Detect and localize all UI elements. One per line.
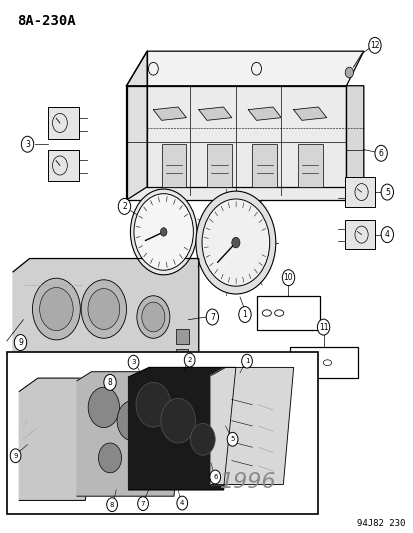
Polygon shape (153, 107, 186, 120)
Polygon shape (211, 368, 293, 484)
Text: 11: 11 (318, 322, 328, 332)
Polygon shape (198, 107, 231, 120)
Circle shape (202, 199, 269, 286)
Bar (48, 107, 79, 139)
Text: 8A-230A: 8A-230A (17, 14, 76, 28)
Circle shape (190, 423, 215, 455)
Text: 1: 1 (242, 310, 247, 319)
Bar (344, 220, 374, 249)
Circle shape (88, 387, 119, 427)
Polygon shape (126, 51, 147, 200)
Text: 8: 8 (109, 502, 114, 507)
Circle shape (176, 496, 187, 510)
Circle shape (184, 353, 195, 367)
Text: 7: 7 (140, 500, 145, 506)
Circle shape (14, 335, 26, 351)
Circle shape (88, 288, 119, 329)
Text: 2: 2 (187, 357, 191, 363)
Circle shape (282, 270, 294, 286)
Text: 3: 3 (25, 140, 30, 149)
Circle shape (104, 374, 116, 390)
Text: 1: 1 (244, 358, 249, 364)
Circle shape (138, 497, 148, 511)
Bar (176, 329, 189, 344)
Circle shape (209, 470, 220, 484)
Circle shape (130, 189, 197, 275)
Text: 2: 2 (122, 202, 126, 211)
Circle shape (137, 296, 169, 338)
Circle shape (40, 287, 73, 330)
Circle shape (317, 319, 329, 335)
Bar (289, 348, 357, 378)
Circle shape (206, 309, 218, 325)
Text: 5: 5 (230, 437, 234, 442)
Circle shape (238, 306, 251, 322)
Text: 12: 12 (369, 41, 379, 50)
Circle shape (117, 400, 148, 441)
Text: 6: 6 (378, 149, 382, 158)
Circle shape (107, 498, 117, 512)
Polygon shape (77, 372, 184, 496)
Bar (176, 349, 187, 360)
Circle shape (136, 382, 170, 427)
Text: 3: 3 (131, 359, 135, 365)
Circle shape (380, 227, 392, 243)
Polygon shape (126, 51, 363, 86)
Circle shape (10, 449, 21, 463)
Circle shape (81, 280, 126, 338)
Circle shape (160, 228, 166, 236)
Circle shape (231, 237, 240, 248)
Text: 6: 6 (212, 474, 217, 480)
Circle shape (368, 37, 380, 53)
Circle shape (118, 198, 131, 214)
Text: 9: 9 (18, 338, 23, 347)
Circle shape (98, 443, 121, 473)
Bar (297, 144, 322, 187)
Bar (252, 144, 276, 187)
Circle shape (32, 278, 80, 340)
Polygon shape (346, 86, 363, 200)
Text: 7: 7 (209, 312, 214, 321)
Circle shape (128, 356, 139, 369)
Circle shape (241, 354, 252, 368)
Circle shape (195, 191, 275, 294)
Text: 10: 10 (283, 273, 292, 282)
Bar (206, 144, 231, 187)
Text: 8: 8 (107, 378, 112, 387)
Bar (7, 352, 318, 514)
Bar (256, 296, 320, 330)
Circle shape (344, 67, 353, 78)
Bar (48, 150, 79, 181)
Polygon shape (13, 259, 198, 365)
Polygon shape (248, 107, 280, 120)
Circle shape (21, 136, 33, 152)
Bar (161, 144, 186, 187)
Text: 94J82 230: 94J82 230 (356, 519, 404, 528)
Text: 9: 9 (13, 453, 18, 459)
Polygon shape (128, 368, 235, 490)
Circle shape (160, 398, 195, 443)
Polygon shape (293, 107, 326, 120)
Circle shape (380, 184, 392, 200)
Text: 4: 4 (384, 230, 389, 239)
Circle shape (227, 432, 237, 446)
Polygon shape (126, 86, 346, 200)
Text: 4: 4 (180, 500, 184, 506)
Text: 5: 5 (384, 188, 389, 197)
Circle shape (142, 302, 164, 332)
Circle shape (374, 146, 387, 161)
Bar (344, 177, 374, 207)
Text: 1996: 1996 (219, 472, 276, 492)
Circle shape (134, 193, 193, 270)
Polygon shape (19, 378, 95, 500)
